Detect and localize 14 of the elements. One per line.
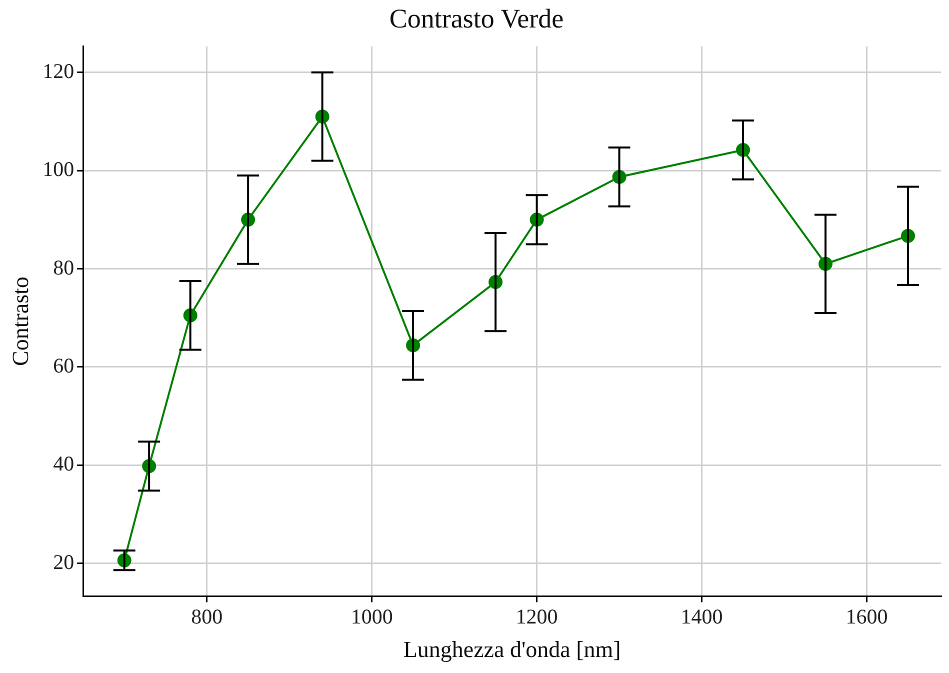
y-tick-label: 80 xyxy=(53,255,74,280)
y-tick-label: 120 xyxy=(42,58,74,83)
x-tick-label: 1400 xyxy=(680,604,723,628)
y-tick-label: 40 xyxy=(53,452,74,476)
y-tick-label: 20 xyxy=(53,550,74,574)
x-tick-label: 1200 xyxy=(516,604,558,628)
y-tick-label: 100 xyxy=(42,157,74,182)
x-tick-label: 1600 xyxy=(846,604,888,628)
y-axis-title: Contrasto xyxy=(8,276,33,366)
chart-title: Contrasto Verde xyxy=(389,3,564,34)
x-tick-label: 1000 xyxy=(350,604,393,628)
x-tick-label: 800 xyxy=(191,604,223,628)
x-axis-title: Lunghezza d'onda [nm] xyxy=(403,637,621,662)
y-tick-label: 60 xyxy=(53,353,74,378)
